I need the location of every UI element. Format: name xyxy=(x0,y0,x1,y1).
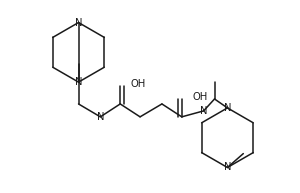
Text: N: N xyxy=(75,18,82,28)
Text: OH: OH xyxy=(192,92,207,102)
Text: OH: OH xyxy=(130,79,146,89)
Text: N: N xyxy=(75,77,82,87)
Text: N: N xyxy=(224,103,231,113)
Text: N: N xyxy=(224,163,231,173)
Text: N: N xyxy=(200,106,207,116)
Text: N: N xyxy=(97,112,104,122)
